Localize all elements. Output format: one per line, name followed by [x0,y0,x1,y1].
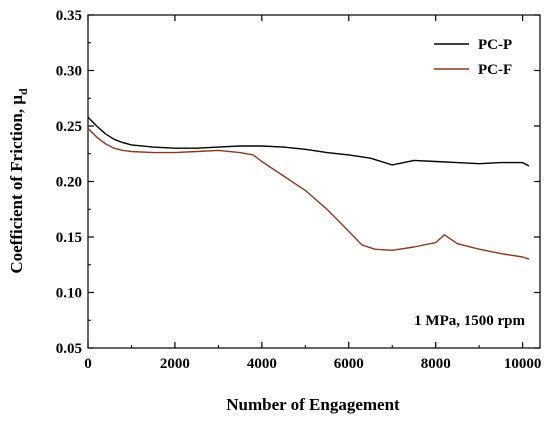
series-line-pc-f [87,127,530,260]
condition-annotation: 1 MPa, 1500 rpm [414,313,525,329]
x-tick-label: 8000 [421,356,451,372]
y-tick-label: 0.30 [56,64,82,80]
x-tick-label: 2000 [160,356,190,372]
x-axis-title: Number of Engagement [226,395,400,414]
svg-text:Coefficient of Friction, μd: Coefficient of Friction, μd [7,88,30,274]
y-tick-label: 0.25 [56,119,82,135]
y-tick-label: 0.05 [56,341,82,357]
y-axis-ticks: 0.05 0.10 0.15 0.20 0.25 0.30 0.35 [56,8,540,357]
series-line-pc-p [87,116,530,167]
legend-label-pc-p: PC-P [478,37,512,53]
x-tick-label: 0 [84,356,92,372]
y-tick-label: 0.10 [56,286,82,302]
legend: PC-P PC-F [434,37,512,78]
y-tick-label: 0.35 [56,8,82,24]
x-axis-ticks: 0 2000 4000 6000 8000 10000 [84,15,541,372]
legend-label-pc-f: PC-F [478,62,512,78]
x-tick-label: 4000 [247,356,277,372]
plot-area [87,14,541,349]
y-tick-label: 0.15 [56,230,82,246]
series-lines [87,116,530,260]
x-tick-label: 6000 [334,356,364,372]
x-tick-label: 10000 [504,356,542,372]
y-tick-label: 0.20 [56,175,82,191]
y-axis-title: Coefficient of Friction, μd [7,88,30,274]
